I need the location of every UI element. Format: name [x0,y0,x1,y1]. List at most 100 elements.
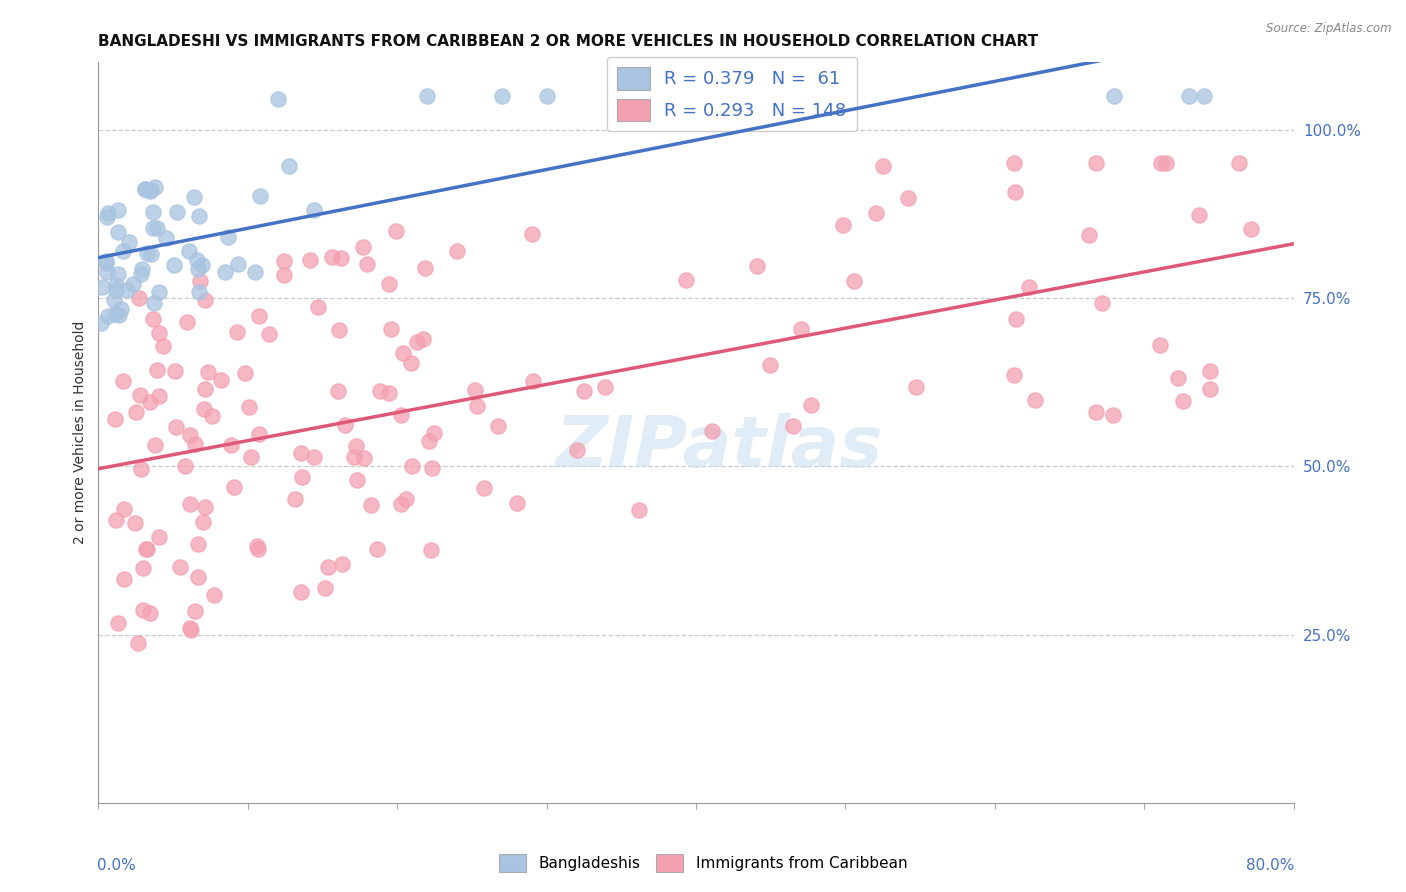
Point [273,268,295,282]
Point [392,346,415,360]
Point [180,623,202,637]
Point [90,279,112,293]
Point [1091,295,1114,310]
Point [536,89,558,103]
Point [321,250,343,264]
Point [135,245,157,260]
Point [1192,89,1215,103]
Point [314,582,336,596]
Point [163,258,186,272]
Point [226,325,249,339]
Point [194,382,217,396]
Point [135,542,157,557]
Point [112,502,135,516]
Point [628,503,651,517]
Point [238,400,260,414]
Point [134,182,156,196]
Point [474,481,496,495]
Point [522,227,544,241]
Point [155,231,177,245]
Point [136,541,159,556]
Point [139,606,162,620]
Point [97,309,120,323]
Point [277,160,299,174]
Point [187,537,209,551]
Point [108,308,131,322]
Point [152,339,174,353]
Point [572,384,595,398]
Point [790,322,813,336]
Point [104,307,127,321]
Point [94,256,117,270]
Point [141,246,163,260]
Point [169,560,191,574]
Point [179,427,201,442]
Point [139,395,162,409]
Point [129,387,152,401]
Text: 0.0%: 0.0% [97,858,136,873]
Point [217,230,239,244]
Point [183,189,205,203]
Text: BANGLADESHI VS IMMIGRANTS FROM CARIBBEAN 2 OR MORE VEHICLES IN HOUSEHOLD CORRELA: BANGLADESHI VS IMMIGRANTS FROM CARIBBEAN… [98,34,1039,49]
Point [1018,280,1040,294]
Point [346,473,368,487]
Point [1150,156,1173,170]
Point [125,405,148,419]
Point [378,277,401,291]
Point [96,264,118,278]
Point [107,267,129,281]
Point [1171,393,1194,408]
Point [299,252,322,267]
Point [142,205,165,219]
Point [118,235,141,249]
Point [328,323,350,337]
Point [228,257,250,271]
Point [1004,186,1026,200]
Point [872,159,894,173]
Point [465,399,488,413]
Point [186,570,208,584]
Point [104,412,127,426]
Point [291,470,314,484]
Text: 80.0%: 80.0% [1246,858,1295,873]
Point [188,274,211,288]
Point [148,285,170,299]
Point [356,257,378,271]
Point [1199,382,1222,396]
Point [143,438,166,452]
Point [353,450,375,465]
Point [177,244,200,259]
Point [366,542,388,557]
Legend: R = 0.379   N =  61, R = 0.293   N = 148: R = 0.379 N = 61, R = 0.293 N = 148 [606,57,858,131]
Point [245,265,267,279]
Point [1104,89,1126,103]
Point [201,409,224,424]
Point [193,401,215,416]
Point [316,560,339,574]
Point [897,191,920,205]
Y-axis label: 2 or more Vehicles in Household: 2 or more Vehicles in Household [73,321,87,544]
Point [344,439,367,453]
Point [142,311,165,326]
Point [148,530,170,544]
Point [419,543,441,558]
Point [191,515,214,529]
Point [148,389,170,403]
Point [395,492,418,507]
Point [506,496,529,510]
Point [129,462,152,476]
Point [1154,156,1177,170]
Point [782,418,804,433]
Point [1077,228,1099,243]
Point [184,605,207,619]
Point [209,373,232,387]
Point [104,513,127,527]
Point [328,384,350,398]
Point [134,182,156,196]
Legend: Bangladeshis, Immigrants from Caribbean: Bangladeshis, Immigrants from Caribbean [491,846,915,880]
Point [146,221,169,235]
Point [360,498,382,512]
Point [1188,208,1211,222]
Point [239,450,262,465]
Point [188,209,211,223]
